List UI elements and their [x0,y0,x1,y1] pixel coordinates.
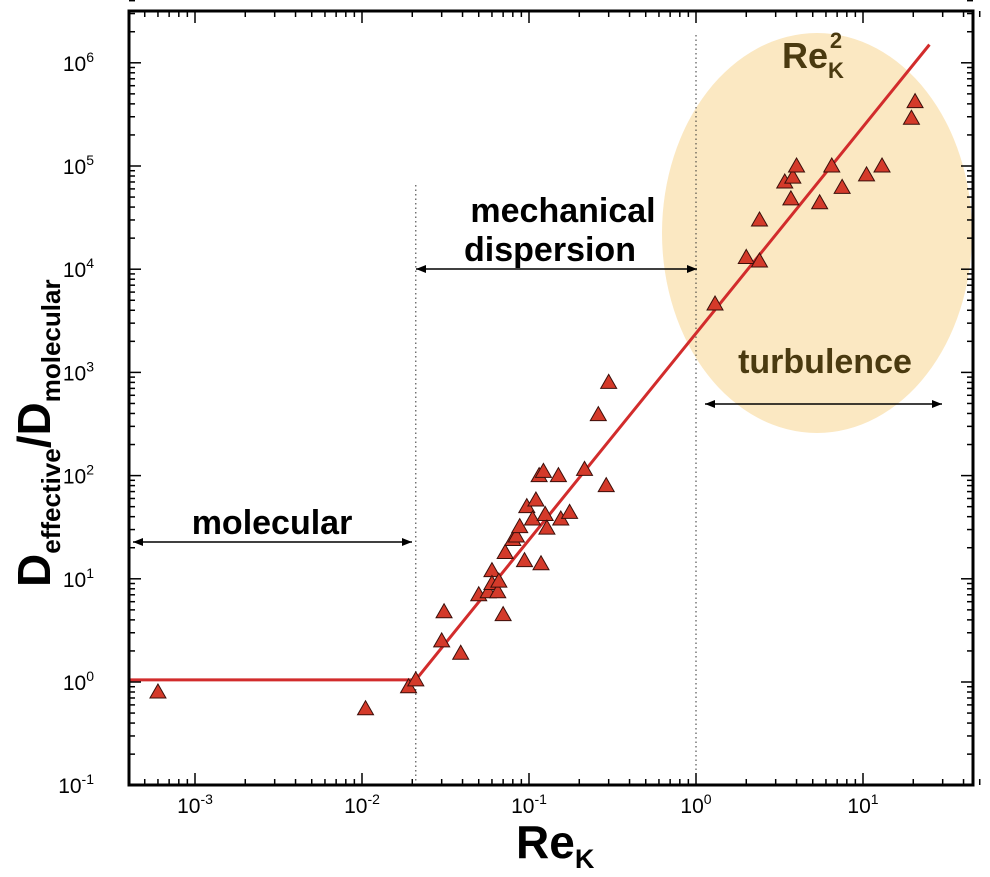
data-point-marker [810,193,829,210]
data-point-marker [782,189,800,206]
data-point-marker [406,670,425,687]
y-tick-label: 103 [63,358,94,385]
y-tick-label: 106 [63,49,94,76]
plot-frame [127,9,975,787]
data-point-marker [510,517,529,534]
data-point-marker [538,519,556,535]
data-point-marker [560,503,579,519]
data-point-marker [534,462,553,478]
x-axis-title: ReK [516,816,595,874]
data-point-marker [706,294,724,311]
data-point-marker [149,682,167,699]
data-point-marker [783,168,802,184]
x-tick-label: 10-1 [511,791,547,818]
y-axis-title: Deffective/Dmolecular [8,279,66,587]
data-point-marker [432,631,451,648]
data-point-marker [737,248,756,264]
data-point-marker [527,491,545,507]
turbulence-label: turbulence [738,343,912,381]
data-point-marker [822,156,841,173]
x-tick-label: 100 [680,791,711,818]
x-tick-label: 101 [847,791,878,818]
rek-squared-annotation: ReK2 [782,28,844,83]
data-point-marker [906,92,924,109]
data-point-marker [523,509,542,526]
data-point-marker [787,156,806,173]
data-point-marker [902,109,921,125]
y-tick-label: 104 [63,255,94,282]
y-tick-label: 10-1 [58,771,94,798]
y-tick-label: 105 [63,152,94,179]
dispersion-label: dispersion [464,231,636,269]
data-point-marker [435,602,453,619]
data-point-marker [532,554,550,571]
data-point-marker [494,605,512,622]
data-point-marker [750,210,769,227]
y-tick-label: 101 [63,565,94,592]
data-point-marker [599,373,618,389]
data-point-marker [549,466,568,483]
data-point-marker [515,551,534,568]
data-point-marker [536,505,555,521]
y-tick-label: 102 [63,462,94,489]
data-point-marker [575,460,594,476]
data-point-marker [833,178,851,194]
turbulence-highlight [662,33,972,433]
data-point-marker [750,252,769,268]
x-tick-label: 10-3 [177,791,213,818]
x-tick-label: 10-2 [344,791,380,818]
data-point-marker [589,405,608,422]
mechanical-label: mechanical [470,192,655,230]
data-point-marker [597,476,616,493]
data-point-marker [451,644,470,660]
data-point-marker [496,543,515,559]
data-point-marker [488,582,507,599]
y-tick-label: 100 [63,668,94,695]
data-point-marker [857,165,876,182]
data-point-marker [507,526,526,543]
data-point-marker [873,156,891,173]
data-point-marker [356,699,375,716]
data-point-marker [490,572,508,588]
molecular-label: molecular [192,504,353,542]
